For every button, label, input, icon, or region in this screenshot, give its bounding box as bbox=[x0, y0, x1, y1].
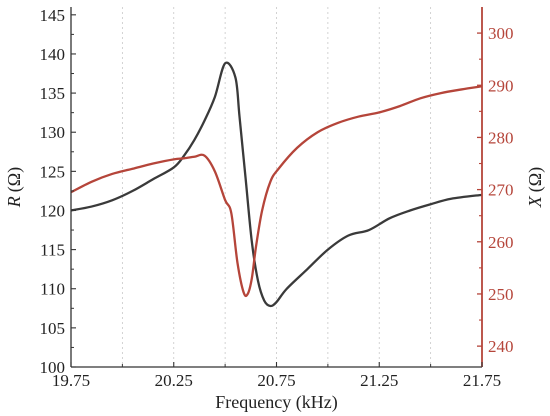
x-axis-title: Frequency (kHz) bbox=[215, 392, 337, 413]
right-tick-label: 240 bbox=[488, 337, 514, 356]
right-tick-label: 300 bbox=[488, 24, 514, 43]
right-axis-title: X (Ω) bbox=[525, 167, 546, 208]
right-tick-label: 290 bbox=[488, 76, 514, 95]
left-tick-label: 105 bbox=[40, 319, 66, 338]
left-tick-label: 115 bbox=[40, 241, 65, 260]
left-tick-label: 100 bbox=[40, 358, 66, 377]
right-tick-label: 270 bbox=[488, 181, 514, 200]
left-tick-label: 125 bbox=[40, 162, 66, 181]
left-tick-label: 120 bbox=[40, 201, 66, 220]
ticks: 19.75 20.25 20.75 21.25 21.75 100 105 110 115 120… bbox=[40, 6, 514, 390]
series-line-x bbox=[70, 85, 483, 298]
x-tick-label: 21.25 bbox=[360, 371, 398, 390]
right-tick-label: 280 bbox=[488, 128, 514, 147]
left-axis-var: R bbox=[4, 196, 24, 208]
right-tick-label: 260 bbox=[488, 233, 514, 252]
grid-lines bbox=[121, 7, 432, 367]
left-axis-title: R (Ω) bbox=[4, 167, 25, 208]
left-axis-unit: (Ω) bbox=[4, 167, 25, 192]
left-tick-label: 145 bbox=[40, 6, 66, 25]
left-tick-label: 130 bbox=[40, 123, 66, 142]
right-axis-var: X bbox=[525, 195, 545, 208]
x-tick-label: 20.25 bbox=[155, 371, 193, 390]
x-tick-label: 21.75 bbox=[463, 371, 501, 390]
series-line-r bbox=[70, 61, 483, 308]
x-tick-label: 20.75 bbox=[257, 371, 295, 390]
left-tick-label: 110 bbox=[40, 280, 65, 299]
x-tick-label: 19.75 bbox=[52, 371, 90, 390]
right-tick-label: 250 bbox=[488, 285, 514, 304]
right-axis-unit: (Ω) bbox=[525, 167, 546, 192]
left-tick-label: 140 bbox=[40, 45, 66, 64]
series-layer bbox=[70, 61, 483, 308]
left-tick-label: 135 bbox=[40, 84, 66, 103]
